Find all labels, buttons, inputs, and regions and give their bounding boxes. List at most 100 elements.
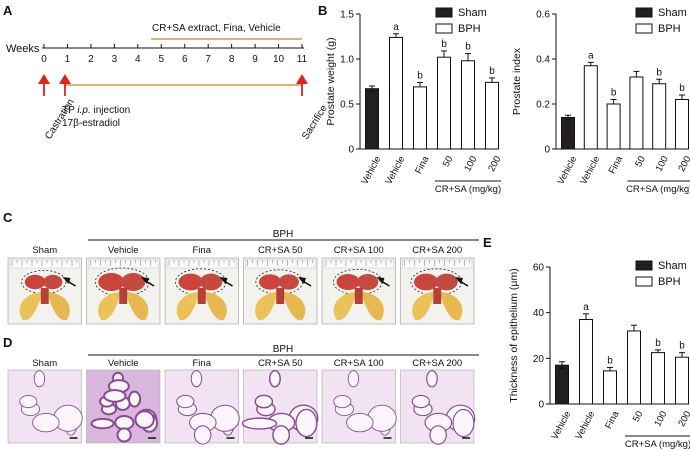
- pointer-arrowhead: [141, 277, 149, 284]
- gland-lumen: [176, 394, 195, 409]
- panel-label-e: E: [483, 235, 492, 250]
- histology-label: CR+SA 100: [334, 358, 384, 369]
- y-tick-label: 0.4: [536, 55, 550, 66]
- photo-label: Vehicle: [108, 245, 139, 256]
- panel-label-c: C: [3, 210, 13, 225]
- legend-label-bph: BPH: [658, 23, 681, 35]
- pointer-arrowhead: [376, 277, 385, 284]
- bar-bph: [606, 103, 621, 150]
- histology-label: Vehicle: [108, 358, 139, 369]
- gland-lumen: [241, 417, 278, 430]
- bar-bph: [629, 76, 644, 150]
- treatment-label: CR+SA extract, Fina, Vehicle: [152, 23, 281, 34]
- bar-bph: [583, 65, 598, 150]
- x-tick-label: 200: [676, 154, 690, 173]
- significance-letter: b: [441, 39, 447, 50]
- x-tick-label: Vehicle: [578, 154, 602, 186]
- legend-label-sham: Sham: [658, 7, 687, 19]
- y-tick-label: 60: [533, 263, 545, 274]
- ruler: [323, 259, 394, 269]
- prostate-lobe: [336, 273, 360, 291]
- injection-label-line2: 17β-estradiol: [62, 118, 120, 129]
- group-label: CR+SA (mg/kg): [626, 184, 690, 195]
- bar-bph: [675, 99, 689, 150]
- x-tick-label: 200: [486, 154, 503, 173]
- urethra: [119, 288, 128, 304]
- y-axis-label: Thickness of epithelium (μm): [508, 268, 520, 402]
- legend-swatch-sham: [635, 7, 653, 18]
- y-tick-label: 0: [544, 145, 550, 156]
- gland-lumen: [429, 425, 447, 445]
- legend-swatch-sham: [435, 7, 453, 18]
- gross-prostate-photos: BPH Sham Vehicle Fina CR+SA 50 CR+SA 100 CR+S…: [7, 229, 479, 325]
- legend-swatch-bph: [635, 276, 653, 287]
- seminal-vesicle: [362, 292, 384, 321]
- significance-letter: a: [393, 22, 399, 33]
- pointer-arrowhead: [219, 277, 228, 284]
- x-tick-label: 50: [633, 154, 648, 169]
- gland-lumen: [333, 394, 352, 409]
- gland-lumen: [190, 370, 203, 388]
- bar-bph: [485, 81, 499, 150]
- y-tick-label: 0.2: [536, 100, 550, 111]
- gland-lumen: [33, 370, 46, 388]
- significance-letter: b: [679, 341, 685, 352]
- castration-arrow: [38, 74, 50, 96]
- photo-label: Sham: [32, 245, 57, 256]
- gland-lumen: [134, 410, 155, 429]
- bph-header-c: BPH: [273, 229, 294, 240]
- prostate-lobe: [178, 273, 203, 291]
- x-tick-label: Vehicle: [573, 409, 597, 441]
- timeline-tick-label: 5: [158, 54, 164, 65]
- significance-letter: b: [679, 83, 685, 94]
- prostate-lobe: [43, 274, 63, 290]
- significance-letter: b: [655, 338, 661, 349]
- timeline-tick-label: 9: [252, 54, 258, 65]
- pointer-arrowhead: [455, 277, 463, 284]
- legend-label-sham: Sham: [658, 260, 687, 272]
- gland-lumen: [254, 394, 274, 409]
- x-tick-label: Fina: [603, 409, 622, 431]
- y-tick-label: 0: [348, 145, 354, 156]
- x-tick-label: 200: [676, 409, 690, 428]
- timeline-tick-label: 0: [41, 54, 47, 65]
- bph-header-d: BPH: [273, 344, 294, 355]
- seminal-vesicle: [19, 292, 41, 321]
- y-axis-label: Prostate index: [511, 47, 523, 115]
- timeline-tick-label: 7: [205, 54, 211, 65]
- urethra: [354, 288, 363, 304]
- prostate-lobe: [356, 273, 379, 291]
- gland-lumen: [452, 408, 475, 438]
- y-tick-label: 40: [533, 308, 545, 319]
- timeline-tick-label: 4: [135, 54, 141, 65]
- significance-letter: a: [583, 302, 589, 313]
- gland-lumen: [272, 425, 291, 445]
- urethra: [276, 288, 285, 304]
- timeline-tick-label: 3: [112, 54, 118, 65]
- y-tick-label: 0: [538, 400, 544, 411]
- photo-label: Fina: [193, 245, 212, 256]
- timeline-tick-label: 8: [229, 54, 235, 65]
- significance-letter: a: [588, 50, 594, 61]
- seminal-vesicle: [255, 292, 277, 321]
- significance-letter: b: [489, 66, 495, 77]
- x-tick-label: 100: [462, 154, 479, 173]
- histology-images: BPH Sham Vehicle Fina CR+SA 50 CR+SA 100 CR+S…: [7, 344, 479, 445]
- prostate-weight-chart: 0 0.5 1.0 1.5 Prostate weight (g) Vehicle a Veh…: [325, 7, 504, 195]
- ruler: [166, 259, 237, 269]
- y-tick-label: 1.0: [340, 55, 354, 66]
- pointer-arrowhead: [298, 277, 306, 284]
- timeline-tick-label: 10: [273, 54, 285, 65]
- panel-label-b: B: [318, 3, 327, 18]
- gland-lumen: [269, 369, 281, 388]
- ruler: [402, 259, 473, 269]
- y-axis-label: Prostate weight (g): [325, 37, 337, 125]
- epithelium-thickness-chart: 0 20 40 60 Thickness of epithelium (μm) Vehic…: [508, 260, 690, 450]
- x-tick-label: Vehicle: [359, 154, 383, 186]
- legend-swatch-bph: [435, 23, 453, 34]
- ruler: [245, 259, 316, 269]
- significance-letter: b: [417, 70, 423, 81]
- timeline-diagram: Weeks 0 1 2 3 4 5 6 7 8 9 10 11 CR+SA extract, Fina…: [6, 23, 330, 142]
- bar-bph: [579, 319, 593, 405]
- bar-sham: [561, 117, 575, 150]
